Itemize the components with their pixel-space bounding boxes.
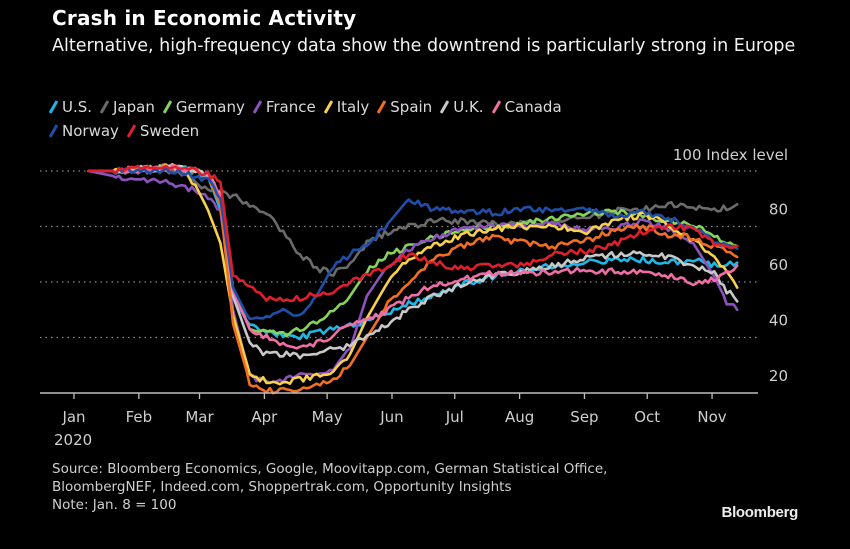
series-line-japan	[87, 166, 739, 277]
legend-item-canada: Canada	[491, 96, 562, 118]
legend-item-germany: Germany	[162, 96, 245, 118]
x-tick-label: Feb	[126, 408, 153, 426]
x-tick-label: Mar	[185, 408, 214, 426]
chart-title: Crash in Economic Activity	[52, 6, 357, 30]
legend-item-norway: Norway	[48, 120, 119, 142]
series-line-sweden	[87, 164, 739, 303]
y-tick-label: 20	[769, 367, 788, 385]
x-year-label: 2020	[54, 431, 92, 449]
legend-label: Italy	[336, 98, 370, 116]
x-tick-label: Jun	[379, 408, 403, 426]
y-tick-label: 40	[769, 312, 788, 330]
footer-notes: Source: Bloomberg Economics, Google, Moo…	[52, 460, 607, 514]
chart-subtitle: Alternative, high-frequency data show th…	[52, 36, 796, 56]
source-line-1: Source: Bloomberg Economics, Google, Moo…	[52, 461, 608, 477]
legend-item-italy: Italy	[323, 96, 370, 118]
legend-item-spain: Spain	[376, 96, 433, 118]
x-tick-label: Apr	[251, 408, 278, 426]
legend-label: Japan	[113, 98, 155, 116]
legend-item-sweden: Sweden	[126, 120, 200, 142]
source-line-2: BloombergNEF, Indeed.com, Shoppertrak.co…	[52, 479, 512, 495]
legend-label: France	[265, 98, 316, 116]
legend-label: Norway	[62, 122, 119, 140]
series-line-uk	[87, 164, 739, 360]
legend-label: U.K.	[453, 98, 484, 116]
y-tick-label: 60	[769, 256, 788, 274]
x-tick-label: May	[312, 408, 343, 426]
y-tick-label: 80	[769, 201, 788, 219]
x-tick-label: Aug	[505, 408, 534, 426]
note-line: Note: Jan. 8 = 100	[52, 497, 177, 513]
legend-item-france: France	[252, 96, 316, 118]
bloomberg-logo: Bloomberg	[721, 504, 799, 521]
x-tick-label: Jan	[61, 408, 85, 426]
legend: U.S. Japan Germany France Italy Spain U.K. Cana…	[48, 96, 752, 144]
x-tick-label: Sep	[570, 408, 598, 426]
series-line-italy	[87, 162, 739, 386]
legend-label: Spain	[390, 98, 433, 116]
legend-label: U.S.	[62, 98, 93, 116]
y-tick-label: 100 Index level	[673, 146, 788, 164]
series-line-germany	[87, 164, 739, 338]
series-line-norway	[87, 166, 739, 321]
x-tick-label: Nov	[697, 408, 726, 426]
series-line-canada	[87, 164, 739, 350]
legend-label: Sweden	[139, 122, 200, 140]
legend-item-us: U.S.	[48, 96, 93, 118]
x-tick-label: Oct	[634, 408, 660, 426]
series-line-spain	[87, 164, 739, 395]
legend-label: Germany	[175, 98, 245, 116]
legend-item-japan: Japan	[99, 96, 155, 118]
x-tick-label: Jul	[445, 408, 464, 426]
legend-label: Canada	[504, 98, 562, 116]
legend-item-uk: U.K.	[439, 96, 484, 118]
